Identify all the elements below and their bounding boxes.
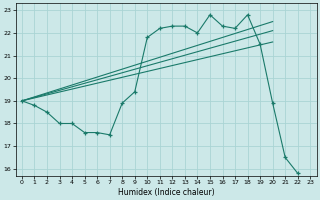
- X-axis label: Humidex (Indice chaleur): Humidex (Indice chaleur): [118, 188, 214, 197]
